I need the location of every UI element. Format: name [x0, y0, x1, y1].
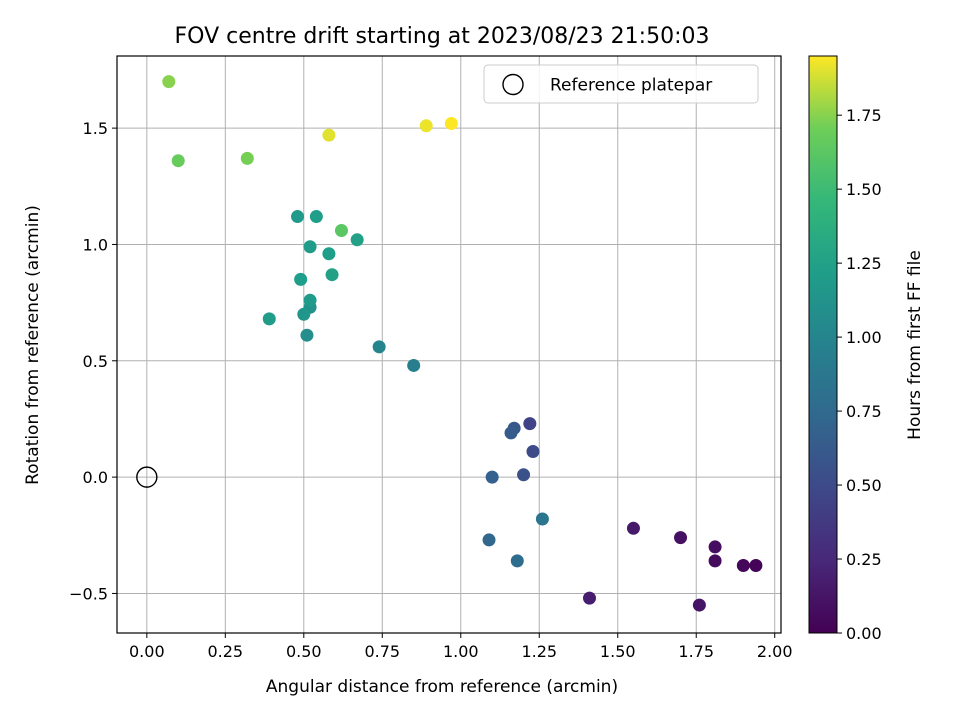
x-tick-label: 1.25	[521, 642, 557, 661]
x-tick-label: 1.00	[443, 642, 479, 661]
y-tick-label: −0.5	[69, 584, 108, 603]
scatter-point	[736, 559, 750, 573]
scatter-point	[407, 358, 421, 372]
scatter-point	[303, 293, 317, 307]
scatter-point	[297, 307, 311, 321]
reference-platepar-marker	[136, 466, 158, 488]
scatter-point	[485, 470, 499, 484]
scatter-point	[517, 468, 531, 482]
legend-entry-label: Reference platepar	[550, 76, 712, 96]
scatter-point	[504, 426, 518, 440]
scatter-point	[674, 531, 688, 545]
scatter-point	[322, 128, 336, 142]
scatter-point	[322, 247, 336, 261]
y-tick-label: 1.5	[83, 119, 108, 138]
colorbar-tick-label: 0.00	[846, 624, 882, 643]
plot-frame	[116, 55, 782, 634]
x-tick-label: 0.50	[286, 642, 322, 661]
scatter-point	[510, 554, 524, 568]
scatter-point	[171, 154, 185, 168]
colorbar: 0.00 0.25 0.50 0.75 1.00 1.25 1.50 1.75 Hours f…	[808, 55, 925, 643]
scatter-point	[350, 233, 364, 247]
y-axis-label: Rotation from reference (arcmin)	[23, 205, 43, 485]
scatter-point	[419, 119, 433, 133]
grid	[117, 56, 781, 633]
scatter-point	[749, 559, 763, 573]
scatter-point	[523, 417, 537, 431]
x-tick-label: 0.00	[129, 642, 165, 661]
colorbar-label: Hours from first FF file	[905, 250, 925, 440]
scatter-point	[262, 312, 276, 326]
scatter-point	[626, 521, 640, 535]
x-axis: 0.00 0.25 0.50 0.75 1.00 1.25 1.50 1.75 2.00	[129, 633, 793, 661]
x-tick-label: 0.75	[364, 642, 400, 661]
colorbar-tick-label: 1.00	[846, 328, 882, 347]
scatter-point	[444, 116, 458, 130]
colorbar-gradient	[808, 55, 838, 634]
scatter-point	[240, 151, 254, 165]
y-axis: −0.5 0.0 0.5 1.0 1.5	[69, 119, 117, 603]
scatter-point	[325, 268, 339, 282]
y-tick-label: 1.0	[83, 235, 108, 254]
scatter-point	[372, 340, 386, 354]
scatter-point	[582, 591, 596, 605]
y-tick-label: 0.5	[83, 352, 108, 371]
scatter-points	[136, 75, 763, 612]
colorbar-tick-label: 0.25	[846, 550, 882, 569]
scatter-point	[708, 540, 722, 554]
scatter-point	[291, 210, 305, 224]
legend-box	[483, 64, 759, 104]
x-tick-label: 0.25	[207, 642, 243, 661]
colorbar-tick-label: 1.25	[846, 254, 882, 273]
scatter-point	[482, 533, 496, 547]
x-tick-label: 1.50	[600, 642, 636, 661]
colorbar-tick-label: 1.50	[846, 180, 882, 199]
x-axis-label: Angular distance from reference (arcmin)	[266, 677, 618, 697]
scatter-point	[162, 75, 176, 89]
scatter-point	[692, 598, 706, 612]
colorbar-ticks: 0.00 0.25 0.50 0.75 1.00 1.25 1.50 1.75	[837, 106, 882, 643]
scatter-point	[526, 445, 540, 459]
x-tick-label: 2.00	[757, 642, 793, 661]
colorbar-tick-label: 1.75	[846, 106, 882, 125]
x-tick-label: 1.75	[678, 642, 714, 661]
scatter-point	[303, 240, 317, 254]
scatter-point	[309, 210, 323, 224]
chart-title: FOV centre drift starting at 2023/08/23 …	[175, 24, 710, 49]
legend: Reference platepar	[483, 64, 759, 104]
scatter-point	[334, 223, 348, 237]
scatter-point	[300, 328, 314, 342]
legend-reference-marker	[502, 73, 524, 96]
y-tick-label: 0.0	[83, 468, 108, 487]
scatter-point	[708, 554, 722, 568]
scatter-point	[294, 272, 308, 286]
colorbar-tick-label: 0.75	[846, 402, 882, 421]
colorbar-tick-label: 0.50	[846, 476, 882, 495]
scatter-point	[535, 512, 549, 526]
